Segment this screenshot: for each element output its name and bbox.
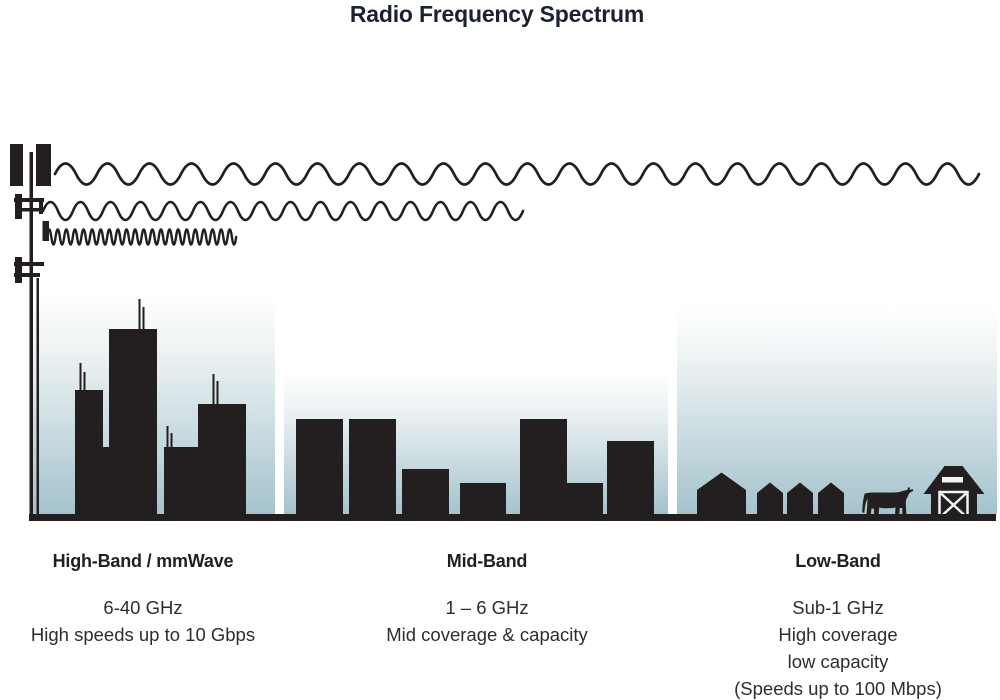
antenna-bracket [14, 198, 44, 202]
barn-door [938, 490, 969, 520]
rural-scene [697, 466, 985, 520]
low-band-description: low capacity [787, 651, 889, 672]
high-band-frequency: 6-40 GHz [103, 597, 183, 618]
building [520, 419, 567, 514]
medium-wavelength-wave-icon [41, 200, 525, 222]
tower-mast [29, 152, 33, 521]
tower-mast-secondary [36, 278, 39, 521]
antenna-panel-right [36, 144, 51, 186]
short-wavelength-wave-icon [45, 228, 238, 246]
antenna-panel-left [10, 144, 23, 186]
house-icon [818, 482, 844, 514]
antenna-bracket [14, 273, 40, 277]
mid-band-description: Mid coverage & capacity [386, 624, 588, 645]
low-band-description: High coverage [778, 624, 898, 645]
house-icon [757, 482, 783, 514]
long-wavelength-wave-icon [53, 162, 981, 186]
low-band-title: Low-Band [795, 551, 881, 571]
city-skyline-icon [75, 299, 246, 514]
high-band-title: High-Band / mmWave [52, 551, 234, 571]
house-icon [697, 472, 746, 514]
barn-loft-window [942, 477, 963, 483]
low-band-label: Low-Band Sub-1 GHz High coverage low cap… [734, 550, 942, 700]
small-antenna [42, 221, 49, 241]
small-antenna [15, 194, 22, 219]
skyscraper [164, 447, 198, 514]
page-title: Radio Frequency Spectrum [349, 1, 645, 27]
skyscraper [75, 390, 103, 514]
cow-icon [862, 487, 914, 520]
suburb-skyline-icon [296, 419, 654, 514]
skyscraper [109, 329, 157, 514]
building [567, 483, 603, 514]
house-icon [787, 482, 813, 514]
building [607, 441, 654, 514]
skyscraper [198, 404, 246, 514]
antenna-bracket [20, 208, 44, 212]
rooftop-antennas [79, 299, 219, 449]
mid-band-label: Mid-Band 1 – 6 GHz Mid coverage & capaci… [386, 550, 588, 648]
cell-tower-icon [10, 144, 51, 521]
building [296, 419, 343, 514]
barn-icon [923, 466, 985, 520]
skyscraper [103, 447, 109, 514]
high-band-label: High-Band / mmWave 6-40 GHz High speeds … [31, 550, 255, 648]
mid-band-frequency: 1 – 6 GHz [445, 597, 529, 618]
low-band-description: (Speeds up to 100 Mbps) [734, 678, 942, 699]
building [402, 469, 449, 514]
small-antenna [15, 257, 22, 283]
building [349, 419, 396, 514]
antenna-bracket [14, 262, 44, 266]
spectrum-graphic [10, 144, 997, 521]
low-band-frequency: Sub-1 GHz [792, 597, 884, 618]
high-band-description: High speeds up to 10 Gbps [30, 624, 256, 645]
mid-band-title: Mid-Band [446, 551, 528, 571]
ground-line [29, 514, 996, 521]
building [460, 483, 506, 514]
antenna-stub [39, 202, 43, 214]
